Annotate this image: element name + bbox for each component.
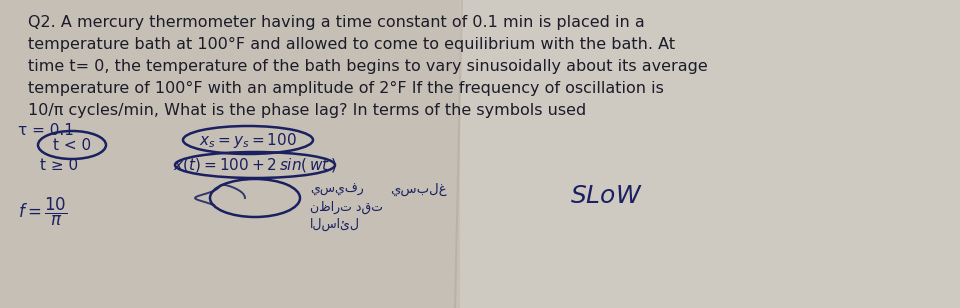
Text: يسيفر: يسيفر <box>310 183 364 196</box>
Text: $f = \dfrac{10}{\pi}$: $f = \dfrac{10}{\pi}$ <box>18 196 67 228</box>
Text: t < 0: t < 0 <box>53 137 91 152</box>
Text: Q2. A mercury thermometer having a time constant of 0.1 min is placed in a: Q2. A mercury thermometer having a time … <box>28 15 645 30</box>
Text: 10/π cycles/min, What is the phase lag? In terms of the symbols used: 10/π cycles/min, What is the phase lag? … <box>28 103 587 118</box>
Text: $\mathit{SLoW}$: $\mathit{SLoW}$ <box>570 184 642 208</box>
Text: $x_s = y_s = 100$: $x_s = y_s = 100$ <box>199 131 297 149</box>
Text: time t= 0, the temperature of the bath begins to vary sinusoidally about its ave: time t= 0, the temperature of the bath b… <box>28 59 708 74</box>
Bar <box>460 0 960 308</box>
Text: $x(t) = 100 + 2\,sin(\,wt\,)$: $x(t) = 100 + 2\,sin(\,wt\,)$ <box>173 156 337 174</box>
Text: السائل: السائل <box>310 218 360 231</box>
Text: يسبلغ: يسبلغ <box>390 183 446 196</box>
Text: τ = 0.1: τ = 0.1 <box>18 123 74 138</box>
Text: نظارت دقت: نظارت دقت <box>310 201 383 214</box>
Text: temperature of 100°F with an amplitude of 2°F If the frequency of oscillation is: temperature of 100°F with an amplitude o… <box>28 81 664 96</box>
Text: t ≥ 0: t ≥ 0 <box>40 157 78 172</box>
Text: temperature bath at 100°F and allowed to come to equilibrium with the bath. At: temperature bath at 100°F and allowed to… <box>28 37 675 52</box>
